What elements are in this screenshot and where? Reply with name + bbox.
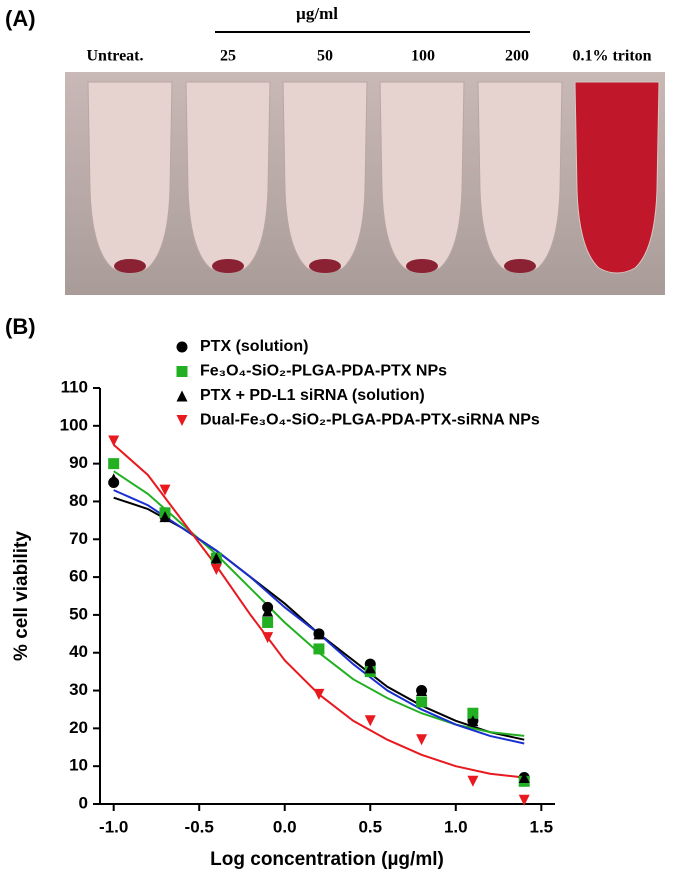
point <box>364 715 376 727</box>
tube-label: 0.1% triton <box>572 48 651 65</box>
point <box>313 643 325 655</box>
point <box>262 632 274 644</box>
y-tick-label: 50 <box>69 604 88 623</box>
point <box>159 484 171 496</box>
point <box>518 794 530 806</box>
point <box>467 775 479 787</box>
tube-label: 50 <box>317 48 333 65</box>
y-tick-label: 90 <box>69 453 88 472</box>
unit-label: µg/ml <box>296 4 338 23</box>
point <box>467 715 479 727</box>
x-tick-label: 0.5 <box>358 817 382 836</box>
panel-label: (A) <box>5 6 36 31</box>
x-tick-label: -0.5 <box>185 817 214 836</box>
y-tick-label: 30 <box>69 680 88 699</box>
point <box>313 688 325 700</box>
point <box>467 707 479 719</box>
y-tick-label: 100 <box>60 415 88 434</box>
legend-label: Fe₃O₄-SiO₂-PLGA-PDA-PTX NPs <box>200 363 447 380</box>
y-tick-label: 20 <box>69 718 88 737</box>
fit-curve <box>113 496 525 741</box>
legend-marker <box>176 366 188 377</box>
tube-label: 100 <box>411 48 435 65</box>
y-axis-label: % cell viability <box>11 531 32 661</box>
point <box>416 734 428 746</box>
tube-label: 25 <box>220 48 236 65</box>
legend-label: PTX + PD-L1 siRNA (solution) <box>200 387 425 404</box>
legend-label: Dual-Fe₃O₄-SiO₂-PLGA-PDA-PTX-siRNA NPs <box>200 412 540 429</box>
fit-curve <box>113 489 525 745</box>
point <box>416 685 428 697</box>
y-tick-label: 40 <box>69 642 88 661</box>
x-tick-label: 0.0 <box>273 817 297 836</box>
legend-marker <box>176 341 188 353</box>
legend-marker <box>176 390 188 402</box>
y-tick-label: 60 <box>69 567 88 586</box>
point <box>159 511 171 523</box>
panel-label: (B) <box>5 314 36 339</box>
x-tick-label: -1.0 <box>99 817 128 836</box>
point <box>108 435 120 447</box>
point <box>416 696 428 708</box>
y-tick-label: 80 <box>69 491 88 510</box>
y-tick-label: 70 <box>69 529 88 548</box>
y-tick-label: 0 <box>79 793 88 812</box>
point <box>364 662 376 674</box>
point <box>313 628 325 640</box>
legend-label: PTX (solution) <box>200 338 308 355</box>
y-tick-label: 10 <box>69 756 88 775</box>
point <box>108 473 120 485</box>
point <box>262 616 274 628</box>
point <box>518 772 530 784</box>
point <box>210 552 222 564</box>
legend-marker <box>176 415 188 426</box>
point <box>108 458 120 470</box>
y-tick-label: 110 <box>61 377 88 396</box>
point <box>210 564 222 576</box>
tube-label: 200 <box>505 48 529 65</box>
point <box>262 605 274 617</box>
x-tick-label: 1.0 <box>444 817 468 836</box>
tube-label: Untreat. <box>86 48 143 65</box>
tubes <box>87 81 660 274</box>
x-tick-label: 1.5 <box>529 817 553 836</box>
x-axis-label: Log concentration (µg/ml) <box>210 849 444 870</box>
